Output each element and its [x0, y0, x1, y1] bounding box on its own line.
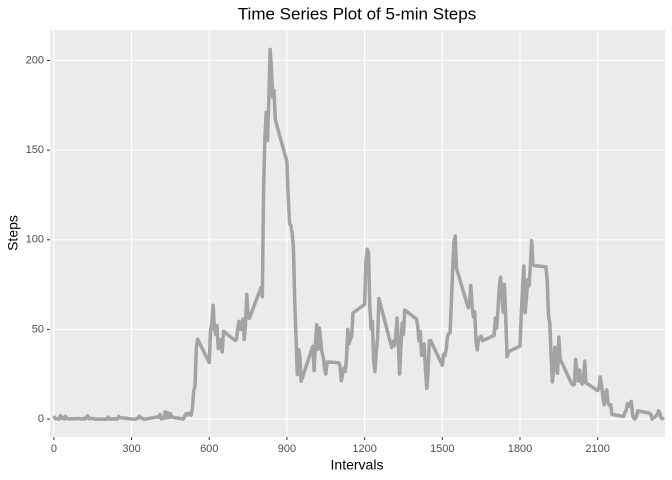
x-tick-label: 1500 [430, 443, 454, 455]
line-series [52, 47, 666, 421]
x-tick-label: 1200 [352, 443, 376, 455]
x-tick-label: 600 [200, 443, 218, 455]
x-tick-label: 900 [278, 443, 296, 455]
x-tick-label: 300 [122, 443, 140, 455]
x-tick-label: 2100 [585, 443, 609, 455]
x-tick-label: 0 [51, 443, 57, 455]
y-tick-label: 150 [26, 144, 44, 156]
y-tick-label: 100 [26, 234, 44, 246]
y-tick-label: 200 [26, 54, 44, 66]
y-tick-label: 0 [38, 413, 44, 425]
y-axis-title: Steps [5, 215, 21, 251]
chart-title: Time Series Plot of 5-min Steps [238, 4, 476, 23]
plot-panel [50, 30, 665, 437]
x-tick-label: 1800 [508, 443, 532, 455]
x-axis-title: Intervals [331, 457, 384, 473]
y-tick-label: 50 [32, 323, 44, 335]
